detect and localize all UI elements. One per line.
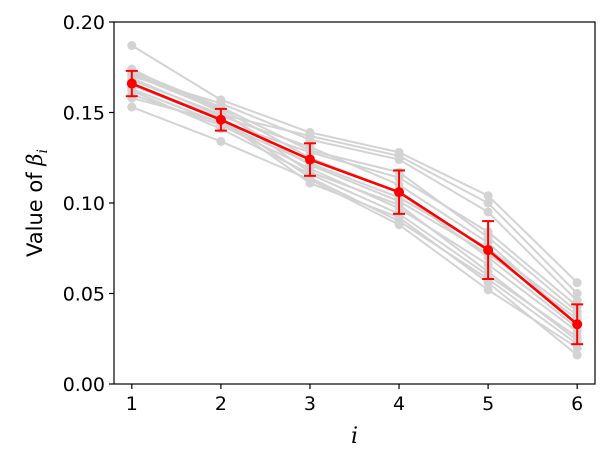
mean-series-line (131, 82, 579, 326)
y-tick-label: 0.15 (63, 103, 105, 125)
mean-series-point (126, 78, 137, 89)
y-axis-label-subscript: i (35, 149, 51, 153)
background-series-point (572, 296, 582, 306)
x-tick-label: 5 (482, 393, 494, 415)
background-series-point (483, 285, 493, 295)
background-series-point (127, 102, 137, 112)
x-tick-label: 6 (571, 393, 583, 415)
y-axis-label-symbol: β (23, 154, 47, 167)
background-series-point (394, 216, 404, 226)
background-series-point (127, 41, 137, 51)
x-tick-label: 3 (304, 393, 316, 415)
background-series-point (394, 151, 404, 161)
background-series-point (483, 191, 493, 201)
background-series-line (131, 73, 578, 342)
background-series-point (216, 136, 226, 146)
mean-series-point (394, 187, 405, 198)
background-series-group (127, 41, 582, 360)
background-series-point (483, 207, 493, 217)
y-tick-label: 0.10 (63, 193, 105, 215)
background-series-line (131, 84, 578, 356)
background-series-point (572, 278, 582, 288)
background-series-line (131, 44, 578, 284)
mean-series-group (125, 69, 584, 346)
background-series-line (131, 77, 578, 326)
x-tick-label: 2 (215, 393, 227, 415)
mean-series-point (215, 114, 226, 125)
y-axis-label: Value of βi (23, 149, 51, 257)
background-series-point (305, 131, 315, 141)
background-series-point (572, 350, 582, 360)
background-series-line (131, 69, 578, 313)
x-axis: 1 2 3 4 5 6 (126, 384, 583, 415)
y-tick-label: 0.00 (63, 374, 105, 396)
background-series-point (483, 198, 493, 208)
y-tick-label: 0.20 (63, 12, 105, 34)
x-tick-label: 4 (393, 393, 405, 415)
x-tick-label: 1 (126, 393, 138, 415)
background-series-line (131, 89, 578, 338)
y-tick-label: 0.05 (63, 284, 105, 306)
background-series-line (131, 78, 578, 295)
mean-series-point (483, 245, 494, 256)
background-series-line (131, 106, 578, 349)
background-series-point (572, 289, 582, 298)
mean-series-point (304, 154, 315, 165)
background-series-line (131, 82, 578, 345)
y-axis: 0.00 0.05 0.10 0.15 0.20 (63, 12, 114, 396)
x-axis-label: i (351, 424, 358, 449)
y-axis-label-prefix: Value of (23, 166, 47, 257)
mean-series-point (572, 319, 583, 330)
background-series-line (131, 88, 578, 317)
background-series-line (131, 75, 578, 302)
